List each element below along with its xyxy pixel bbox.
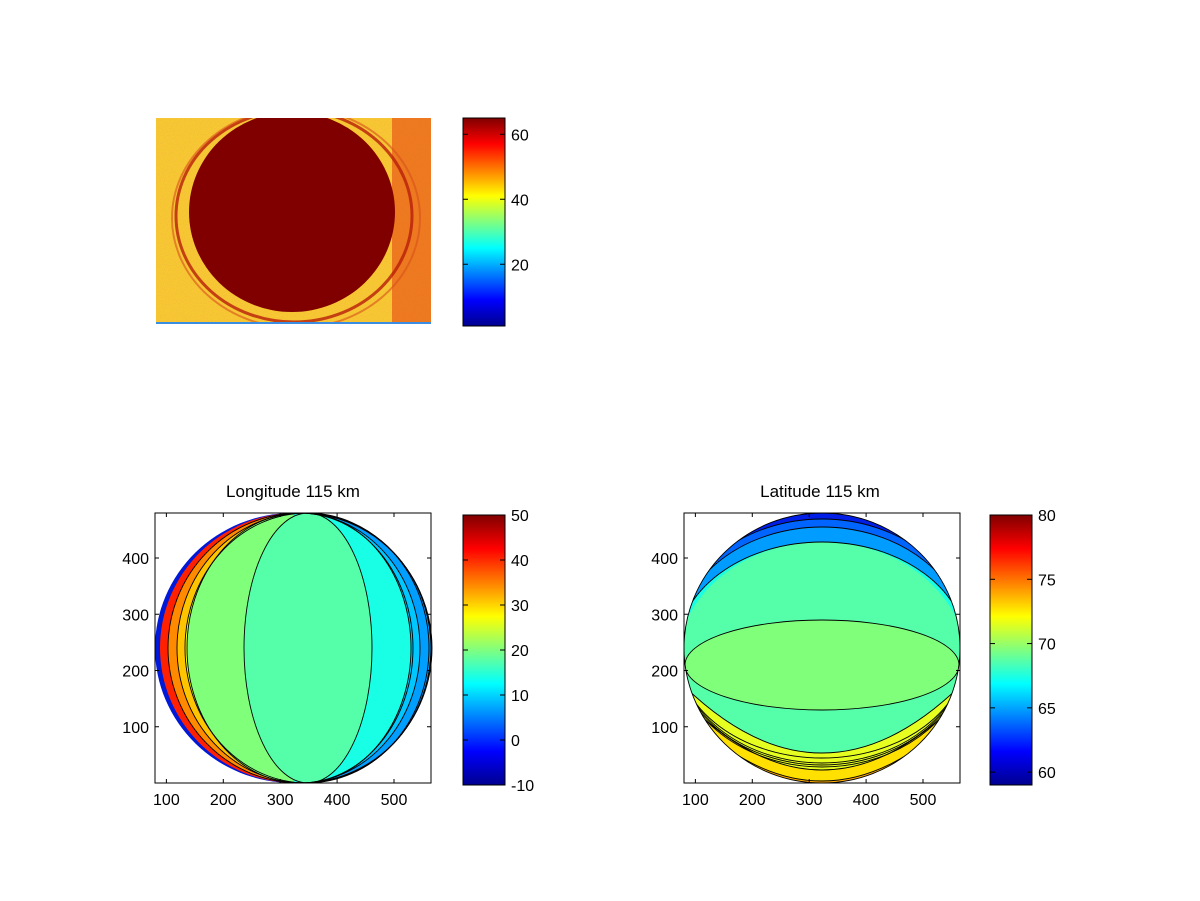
longitude-y-ticks: 100 200 300 400: [122, 551, 431, 737]
longitude-ytick-label: 100: [122, 720, 149, 737]
latitude-contour-bottom-1: [684, 699, 960, 771]
longitude-ytick-label: 200: [122, 664, 149, 681]
latitude-axes-frame: [683, 512, 961, 784]
longitude-xtick-label: 400: [324, 792, 351, 809]
latitude-y-ticks: 100 200 300 400: [651, 551, 960, 737]
longitude-colorbar-tick-label: 40: [511, 553, 529, 570]
longitude-colorbar-gradient: [462, 514, 506, 786]
latitude-contour-top-3: [684, 513, 960, 768]
longitude-colorbar-tick-label: -10: [511, 778, 534, 795]
latitude-colorbar-tick-label: 75: [1038, 572, 1056, 589]
latitude-colorbar-tick-label: 70: [1038, 637, 1056, 654]
image-colorbar-tick-label: 40: [511, 192, 529, 209]
latitude-ytick-label: 400: [651, 551, 678, 568]
longitude-ytick-label: 400: [122, 551, 149, 568]
image-colorbar-tick-label: 20: [511, 257, 529, 274]
longitude-x-ticks: 100 200 300 400 500: [153, 513, 407, 809]
longitude-contour-map: [155, 512, 433, 784]
longitude-xtick-label: 500: [381, 792, 408, 809]
latitude-xtick-label: 200: [739, 792, 766, 809]
latitude-contour-top-1: [684, 526, 960, 764]
latitude-band-middle: [685, 620, 959, 710]
latitude-ytick-label: 300: [651, 607, 678, 624]
image-halo-ring-outer: [171, 118, 421, 324]
latitude-ytick-label: 100: [651, 720, 678, 737]
longitude-ytick-label: 300: [122, 607, 149, 624]
latitude-x-ticks: 100 200 300 400 500: [682, 513, 936, 809]
latitude-panel: Latitude 115 km: [651, 482, 1056, 809]
latitude-colorbar-tick-label: 60: [1038, 765, 1056, 782]
latitude-contour-map: [684, 513, 960, 783]
latitude-xtick-label: 500: [910, 792, 937, 809]
latitude-title: Latitude 115 km: [760, 482, 880, 501]
image-colorbar: 20 40 60: [462, 117, 529, 327]
image-colorbar-tick-label: 60: [511, 127, 529, 144]
longitude-colorbar-tick-label: 10: [511, 688, 529, 705]
image-panel: 20 40 60: [156, 117, 529, 327]
image-colorbar-gradient: [462, 117, 506, 327]
latitude-xtick-label: 400: [853, 792, 880, 809]
latitude-contour-upper: [684, 541, 960, 759]
latitude-colorbar-gradient: [989, 514, 1033, 786]
longitude-band-center: [244, 513, 372, 783]
image-bottom-row: [156, 322, 431, 324]
longitude-contour-right-2: [293, 513, 421, 783]
longitude-axes-frame: [154, 512, 432, 784]
latitude-colorbar: 60 65 70 75 80: [989, 508, 1056, 786]
latitude-colorbar-tick-label: 65: [1038, 701, 1056, 718]
longitude-title: Longitude 115 km: [226, 482, 360, 501]
longitude-colorbar-tick-label: 30: [511, 598, 529, 615]
longitude-xtick-label: 300: [267, 792, 294, 809]
latitude-contour-top-2: [684, 518, 960, 766]
longitude-colorbar-tick-label: 20: [511, 643, 529, 660]
longitude-colorbar-tick-label: 50: [511, 508, 529, 525]
latitude-colorbar-tick-label: 80: [1038, 508, 1056, 525]
longitude-panel: Longitude 115 km: [122, 482, 534, 809]
image-disk: [189, 118, 395, 312]
longitude-xtick-label: 100: [153, 792, 180, 809]
longitude-colorbar-tick-label: 0: [511, 733, 520, 750]
latitude-contour-lower: [684, 685, 960, 754]
longitude-xtick-label: 200: [210, 792, 237, 809]
latitude-xtick-label: 100: [682, 792, 709, 809]
longitude-colorbar: -10 0 10 20 30 40 50: [462, 508, 534, 795]
latitude-band-bottom-1: [684, 700, 960, 783]
latitude-ytick-label: 200: [651, 664, 678, 681]
longitude-contour-right-1: [293, 513, 412, 783]
latitude-xtick-label: 300: [796, 792, 823, 809]
